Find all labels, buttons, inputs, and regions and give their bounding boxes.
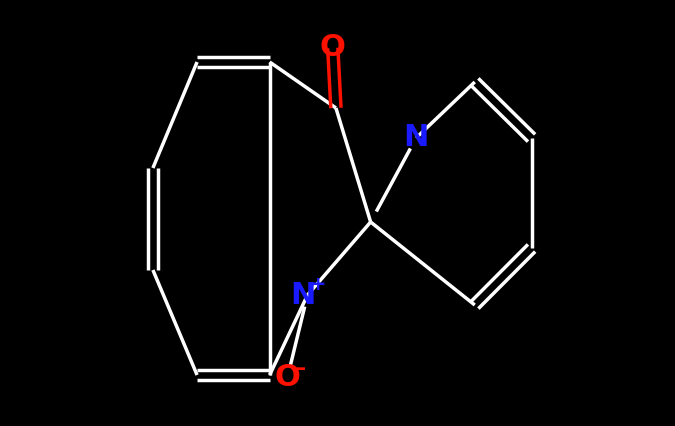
Text: O: O [275,363,300,392]
Text: O: O [320,34,346,63]
Text: +: + [310,275,327,294]
Text: –: – [294,360,306,380]
Text: N: N [290,280,316,310]
Text: N: N [404,124,429,153]
